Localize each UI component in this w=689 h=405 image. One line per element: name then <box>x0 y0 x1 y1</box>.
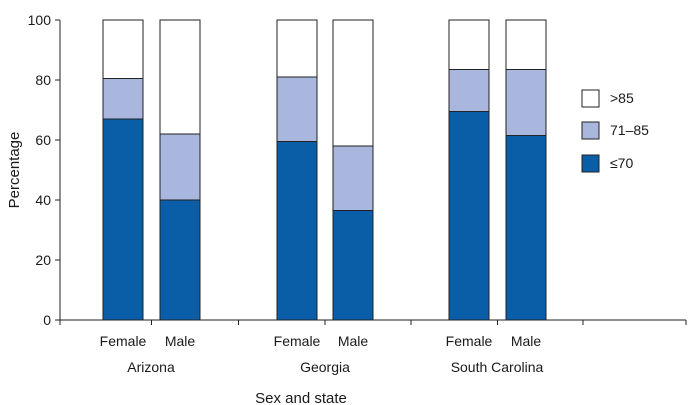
bar-segment-le70-3 <box>276 141 318 321</box>
x-group-label: South Carolina <box>451 359 544 375</box>
legend-label-le70: ≤70 <box>610 155 633 171</box>
y-tick-label: 0 <box>43 312 51 328</box>
x-category-label: Male <box>165 333 196 349</box>
x-group-label: Arizona <box>127 359 175 375</box>
bar-segment-71-85-4 <box>332 145 374 211</box>
x-category-label: Female <box>446 333 493 349</box>
bar-segment-71-85-1 <box>102 78 144 120</box>
bar-segment-le70-1 <box>102 118 144 321</box>
bar-segment-gt85-6 <box>505 19 547 70</box>
bar-segment-gt85-4 <box>332 19 374 147</box>
axes-layer <box>55 19 687 325</box>
y-tick-label: 100 <box>28 12 52 28</box>
y-tick-label: 80 <box>35 72 51 88</box>
labels-layer: 0 20 40 60 80 100 Female Male Female Male Female Ma… <box>6 12 544 405</box>
bar-segment-le70-5 <box>448 111 490 321</box>
bar-segment-71-85-3 <box>276 76 318 142</box>
legend-label-gt85: >85 <box>610 90 634 106</box>
y-tick-label: 20 <box>35 252 51 268</box>
x-group-label: Georgia <box>300 359 350 375</box>
bar-segment-71-85-2 <box>159 133 201 201</box>
legend: >85 71–85 ≤70 <box>581 89 649 173</box>
x-axis-title: Sex and state <box>255 390 347 405</box>
x-category-label: Male <box>338 333 369 349</box>
bar-segment-71-85-6 <box>505 69 547 136</box>
legend-label-71-85: 71–85 <box>610 122 649 138</box>
y-axis-title: Percentage <box>6 132 23 209</box>
legend-swatch-71-85 <box>581 121 600 140</box>
bar-segment-le70-2 <box>159 199 201 321</box>
bar-segment-71-85-5 <box>448 69 490 112</box>
legend-swatch-le70 <box>581 154 600 173</box>
bar-segment-gt85-3 <box>276 19 318 78</box>
y-tick-label: 60 <box>35 132 51 148</box>
y-tick-label: 40 <box>35 192 51 208</box>
x-category-label: Male <box>511 333 542 349</box>
bar-segment-gt85-5 <box>448 19 490 70</box>
bar-segment-gt85-1 <box>102 19 144 79</box>
bar-segment-gt85-2 <box>159 19 201 135</box>
bar-segment-le70-6 <box>505 135 547 321</box>
x-category-label: Female <box>274 333 321 349</box>
x-category-label: Female <box>100 333 147 349</box>
legend-swatch-gt85 <box>581 89 600 108</box>
bar-segment-le70-4 <box>332 210 374 321</box>
bars-layer <box>102 19 547 321</box>
